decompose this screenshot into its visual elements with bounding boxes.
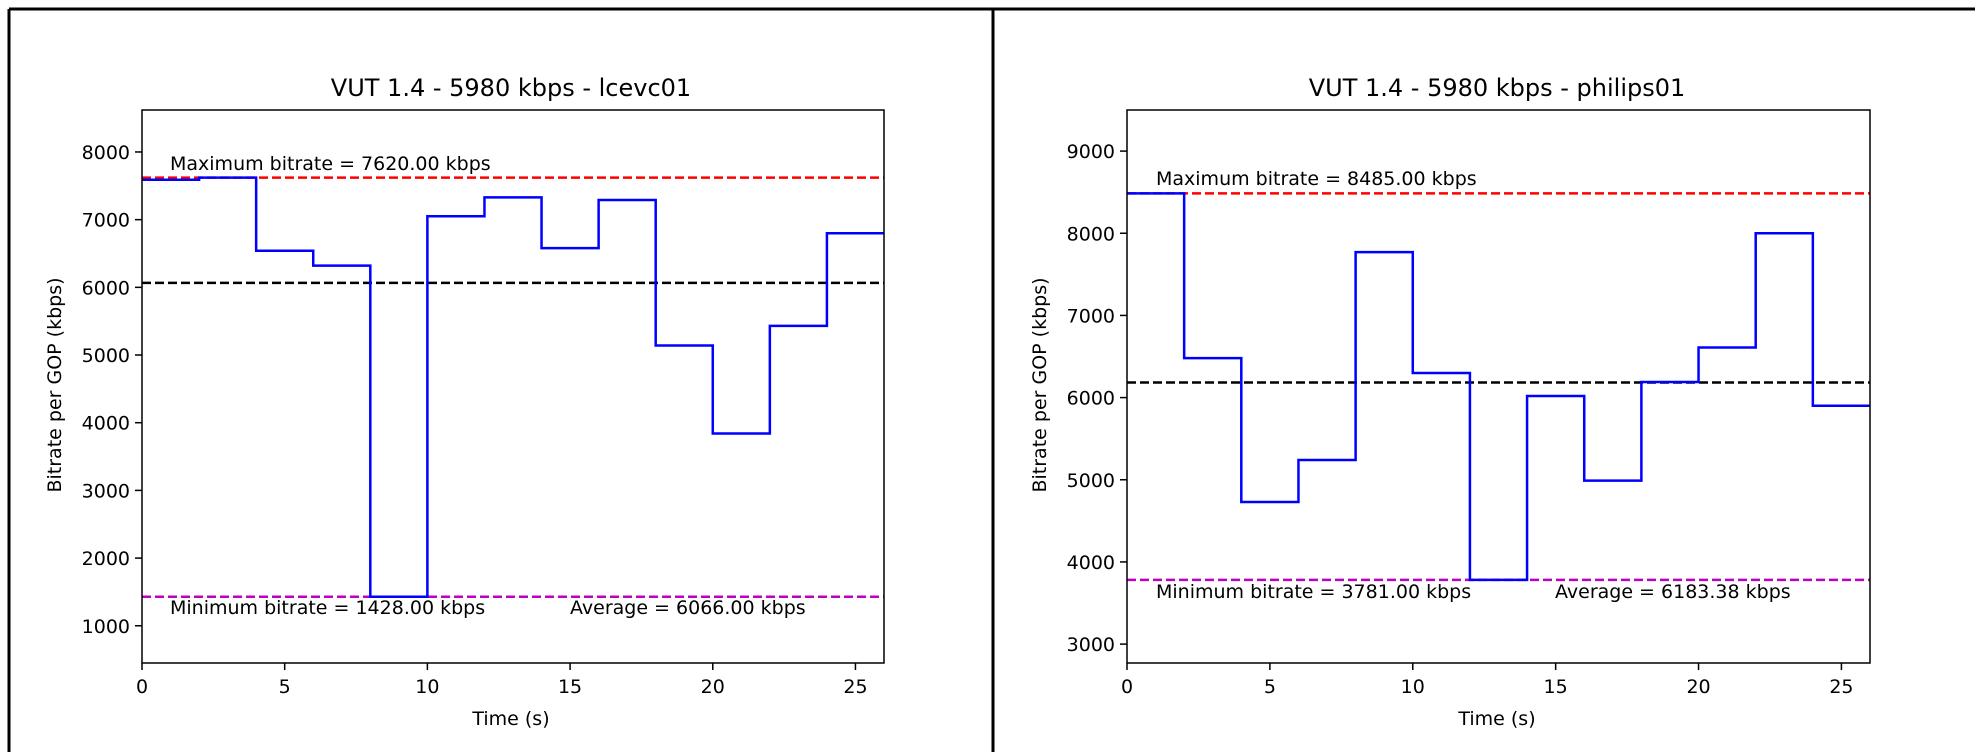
- axes-frame: [141, 109, 885, 664]
- x-tick-label: 0: [1121, 676, 1133, 698]
- x-tick-label: 5: [279, 676, 291, 698]
- y-axis-label: Bitrate per GOP (kbps): [44, 277, 66, 492]
- plot-area: [142, 176, 884, 599]
- y-tick-label: 5000: [1067, 470, 1115, 492]
- average-bitrate-label: Average = 6183.38 kbps: [1555, 581, 1791, 603]
- x-tick-label: 10: [415, 676, 439, 698]
- y-tick-label: 7000: [1067, 305, 1115, 327]
- x-axis-label: Time (s): [1457, 708, 1535, 730]
- chart-panel-philips01: VUT 1.4 - 5980 kbps - philips01 Time (s)…: [1029, 74, 1871, 730]
- x-axis-label: Time (s): [471, 708, 549, 730]
- y-tick-label: 2000: [82, 548, 130, 570]
- y-tick-label: 8000: [82, 142, 130, 164]
- y-tick-label: 6000: [1067, 388, 1115, 410]
- y-tick-label: 3000: [1067, 634, 1115, 656]
- bitrate-step-line: [142, 176, 884, 599]
- x-tick-label: 0: [136, 676, 148, 698]
- max-bitrate-label: Maximum bitrate = 7620.00 kbps: [170, 153, 491, 175]
- min-bitrate-label: Minimum bitrate = 1428.00 kbps: [170, 597, 485, 619]
- y-tick-label: 7000: [82, 210, 130, 232]
- chart-title: VUT 1.4 - 5980 kbps - lcevc01: [331, 74, 691, 102]
- x-tick-label: 15: [1544, 676, 1568, 698]
- x-tick-label: 25: [1829, 676, 1853, 698]
- chart-panel-lcevc01: VUT 1.4 - 5980 kbps - lcevc01 Time (s) B…: [44, 74, 885, 730]
- y-tick-label: 5000: [82, 345, 130, 367]
- min-bitrate-label: Minimum bitrate = 3781.00 kbps: [1156, 581, 1471, 603]
- x-tick-label: 25: [843, 676, 867, 698]
- x-tick-label: 20: [1686, 676, 1710, 698]
- y-tick-label: 4000: [82, 413, 130, 435]
- y-axis-label: Bitrate per GOP (kbps): [1029, 277, 1051, 492]
- x-tick-label: 15: [558, 676, 582, 698]
- x-tick-label: 20: [701, 676, 725, 698]
- y-tick-label: 4000: [1067, 552, 1115, 574]
- y-tick-label: 1000: [82, 616, 130, 638]
- chart-title: VUT 1.4 - 5980 kbps - philips01: [1309, 74, 1686, 102]
- x-tick-label: 10: [1401, 676, 1425, 698]
- axes-frame: [1126, 109, 1871, 664]
- plot-area: [1127, 192, 1870, 582]
- max-bitrate-label: Maximum bitrate = 8485.00 kbps: [1156, 168, 1477, 190]
- y-tick-label: 8000: [1067, 223, 1115, 245]
- average-bitrate-label: Average = 6066.00 kbps: [570, 597, 806, 619]
- y-tick-label: 3000: [82, 480, 130, 502]
- x-tick-label: 5: [1264, 676, 1276, 698]
- y-tick-label: 6000: [82, 277, 130, 299]
- y-tick-label: 9000: [1067, 141, 1115, 163]
- bitrate-step-line: [1127, 192, 1870, 582]
